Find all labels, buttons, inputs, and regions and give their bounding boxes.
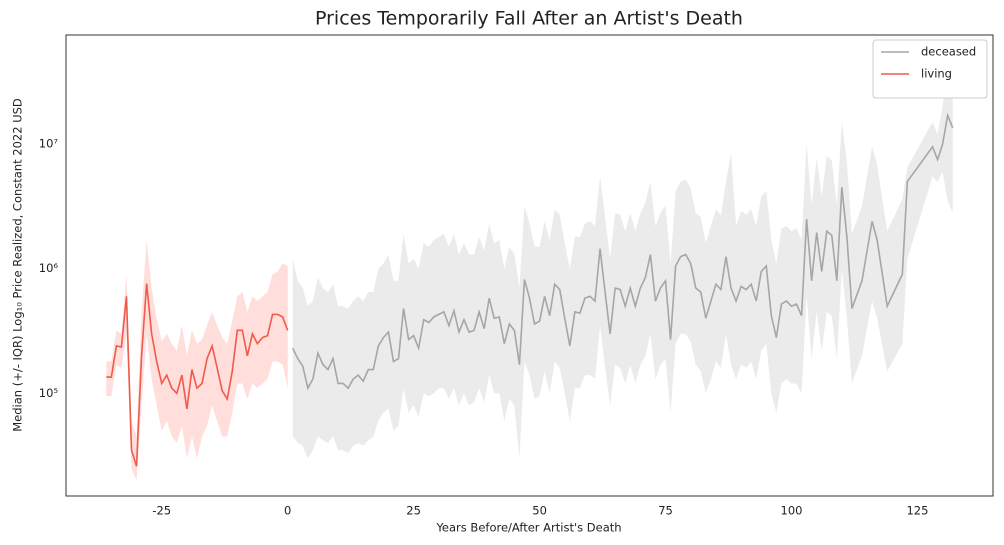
x-tick-label: -25 [152, 504, 171, 518]
y-tick-label: 10⁶ [39, 261, 59, 275]
series-line [291, 112, 954, 391]
y-axis-label: Median (+/- IQR) Log₁₀ Price Realized, C… [11, 98, 25, 432]
x-tick-label: 0 [284, 504, 291, 518]
y-tick-label: 10⁵ [39, 386, 59, 400]
x-tick-label: 125 [906, 504, 928, 518]
x-tick-label: 100 [781, 504, 803, 518]
legend-label: deceased [921, 45, 976, 59]
chart-title: Prices Temporarily Fall After an Artist'… [315, 8, 743, 30]
x-tick-label: 75 [658, 504, 673, 518]
iqr-band [106, 239, 288, 481]
x-tick-label: 50 [532, 504, 547, 518]
y-tick-label: 10⁷ [39, 137, 59, 151]
plot-frame [65, 34, 994, 497]
x-tick-label: 25 [406, 504, 421, 518]
series-line [106, 283, 289, 467]
plot-area [106, 56, 954, 481]
iqr-band [292, 56, 953, 459]
legend-label: living [921, 67, 952, 81]
legend-box [872, 39, 988, 99]
x-axis-label: Years Before/After Artist's Death [435, 521, 621, 535]
